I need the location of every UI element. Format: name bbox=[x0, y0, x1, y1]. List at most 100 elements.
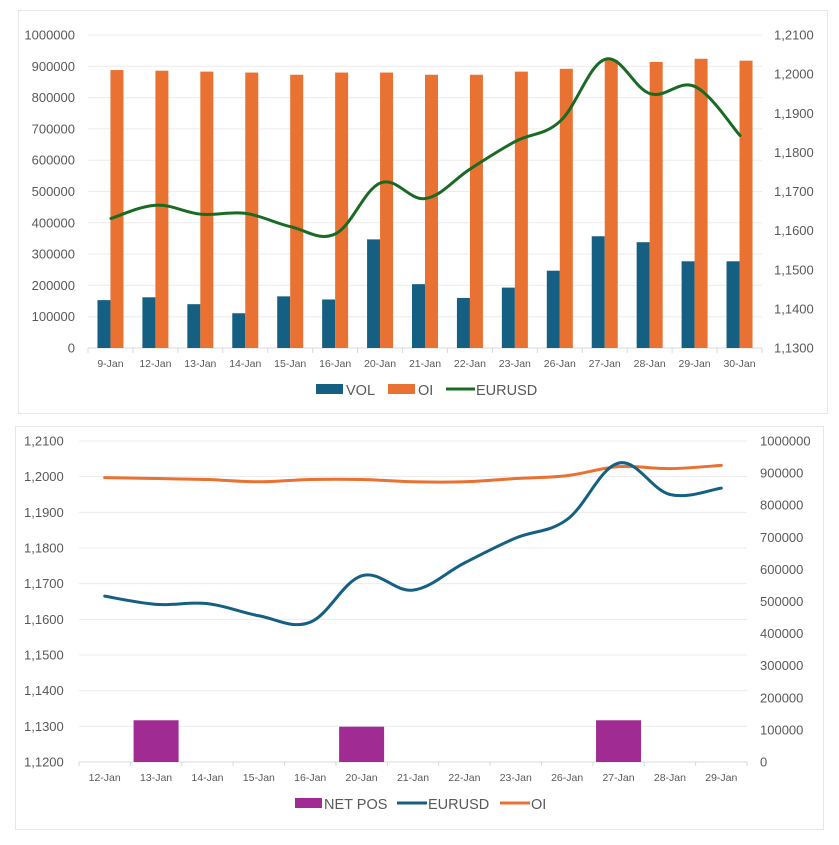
left-axis-tick-label: 1,1400 bbox=[24, 683, 64, 698]
oi-bar bbox=[649, 61, 663, 348]
x-axis-tick-label: 29-Jan bbox=[705, 772, 737, 784]
left-axis-tick-label: 1,1900 bbox=[24, 505, 64, 520]
right-axis-tick-label: 0 bbox=[760, 755, 767, 770]
x-axis-tick-label: 23-Jan bbox=[499, 358, 531, 370]
oi-bar bbox=[380, 72, 394, 348]
x-axis-tick-label: 22-Jan bbox=[454, 358, 486, 370]
oi-bar bbox=[155, 70, 169, 348]
left-axis-tick-label: 1,1300 bbox=[24, 719, 64, 734]
legend-label-oi: OI bbox=[531, 797, 546, 813]
vol-bar bbox=[97, 300, 111, 348]
x-axis-tick-label: 16-Jan bbox=[319, 358, 351, 370]
x-axis-tick-label: 22-Jan bbox=[448, 772, 480, 784]
x-axis-tick-label: 9-Jan bbox=[97, 358, 123, 370]
left-axis-tick-label: 800000 bbox=[32, 90, 75, 105]
vol-bar bbox=[277, 296, 291, 348]
oi-bar bbox=[245, 72, 259, 348]
x-axis-tick-label: 12-Jan bbox=[89, 772, 121, 784]
legend-swatch-oi bbox=[388, 384, 415, 394]
x-axis-tick-label: 12-Jan bbox=[139, 358, 171, 370]
oi-bar bbox=[604, 60, 618, 348]
vol-bar bbox=[546, 270, 560, 348]
vol-bar bbox=[681, 261, 695, 348]
left-axis-tick-label: 100000 bbox=[32, 309, 75, 324]
right-axis-tick-label: 1,1400 bbox=[774, 301, 814, 316]
x-axis-tick-label: 20-Jan bbox=[364, 358, 396, 370]
legend-label-netpos: NET POS bbox=[324, 797, 387, 813]
x-axis-tick-label: 30-Jan bbox=[723, 358, 755, 370]
x-axis-tick-label: 26-Jan bbox=[551, 772, 583, 784]
x-axis-tick-label: 16-Jan bbox=[294, 772, 326, 784]
chart2: 1,1200 1,1300 1,1400 1,1500 1,1600 1,1700 1,18… bbox=[24, 434, 811, 814]
netpos-bar bbox=[339, 726, 385, 762]
right-axis-tick-label: 800000 bbox=[760, 498, 803, 513]
right-axis-tick-label: 1,1900 bbox=[774, 106, 814, 121]
netpos-bar bbox=[133, 720, 179, 762]
left-axis-tick-label: 1000000 bbox=[24, 28, 75, 43]
legend-swatch-netpos bbox=[295, 798, 322, 808]
x-axis-tick-label: 14-Jan bbox=[191, 772, 223, 784]
x-axis-tick-label: 26-Jan bbox=[544, 358, 576, 370]
right-axis-tick-label: 900000 bbox=[760, 466, 803, 481]
x-axis-tick-label: 21-Jan bbox=[397, 772, 429, 784]
left-axis-tick-label: 1,2000 bbox=[24, 469, 64, 484]
left-axis-tick-label: 600000 bbox=[32, 153, 75, 168]
legend-label-eurusd: EURUSD bbox=[476, 383, 537, 399]
right-axis-tick-label: 400000 bbox=[760, 626, 803, 641]
left-axis-tick-label: 0 bbox=[68, 341, 75, 356]
chart1: 0 100000 200000 300000 400000 500000 600000 700… bbox=[24, 28, 813, 400]
x-axis-tick-label: 21-Jan bbox=[409, 358, 441, 370]
vol-bar bbox=[726, 261, 740, 348]
x-axis-tick-label: 28-Jan bbox=[634, 358, 666, 370]
oi-bar bbox=[514, 71, 528, 348]
left-axis-tick-label: 1,1800 bbox=[24, 541, 64, 556]
right-axis-tick-label: 1,2100 bbox=[774, 28, 814, 43]
vol-bar bbox=[367, 239, 381, 348]
legend-label-vol: VOL bbox=[346, 383, 375, 399]
oi-bar bbox=[290, 74, 304, 348]
right-axis-tick-label: 700000 bbox=[760, 530, 803, 545]
vol-bar bbox=[187, 304, 201, 348]
x-axis-tick-label: 27-Jan bbox=[589, 358, 621, 370]
left-axis-tick-label: 700000 bbox=[32, 121, 75, 136]
right-axis-tick-label: 500000 bbox=[760, 594, 803, 609]
left-axis-tick-label: 200000 bbox=[32, 278, 75, 293]
right-axis-tick-label: 100000 bbox=[760, 722, 803, 737]
left-axis-tick-label: 1,1500 bbox=[24, 648, 64, 663]
eurusd-line bbox=[109, 57, 742, 238]
left-axis-tick-label: 400000 bbox=[32, 215, 75, 230]
eurusd-line bbox=[103, 461, 723, 627]
x-axis-tick-label: 13-Jan bbox=[140, 772, 172, 784]
x-axis-tick-label: 14-Jan bbox=[229, 358, 261, 370]
oi-bar bbox=[694, 58, 708, 349]
oi-bar bbox=[335, 72, 349, 348]
left-axis-tick-label: 1,1600 bbox=[24, 612, 64, 627]
vol-bar bbox=[591, 236, 605, 348]
right-axis-tick-label: 1,2000 bbox=[774, 67, 814, 82]
chart-netpos-eurusd-oi bbox=[15, 426, 824, 830]
left-axis-tick-label: 1,1200 bbox=[24, 755, 64, 770]
legend-label-oi: OI bbox=[418, 383, 433, 399]
right-axis-tick-label: 300000 bbox=[760, 658, 803, 673]
right-axis-tick-label: 1,1600 bbox=[774, 223, 814, 238]
vol-bar bbox=[142, 297, 156, 348]
right-axis-tick-label: 1000000 bbox=[760, 434, 811, 449]
right-axis-tick-label: 600000 bbox=[760, 562, 803, 577]
x-axis-tick-label: 28-Jan bbox=[654, 772, 686, 784]
right-axis-tick-label: 1,1700 bbox=[774, 184, 814, 199]
left-axis-tick-label: 1,2100 bbox=[24, 434, 64, 449]
x-axis-tick-label: 15-Jan bbox=[274, 358, 306, 370]
vol-bar bbox=[232, 313, 246, 348]
oi-bar bbox=[110, 70, 124, 348]
left-axis-tick-label: 500000 bbox=[32, 184, 75, 199]
vol-bar bbox=[636, 242, 650, 348]
oi-bar bbox=[739, 60, 753, 348]
legend-swatch-vol bbox=[316, 384, 343, 394]
oi-bar bbox=[559, 68, 573, 348]
x-axis-tick-label: 13-Jan bbox=[184, 358, 216, 370]
oi-bar bbox=[469, 74, 483, 348]
right-axis-tick-label: 1,1300 bbox=[774, 341, 814, 356]
x-axis-tick-label: 15-Jan bbox=[243, 772, 275, 784]
vol-bar bbox=[412, 284, 425, 348]
oi-bar bbox=[425, 74, 438, 348]
